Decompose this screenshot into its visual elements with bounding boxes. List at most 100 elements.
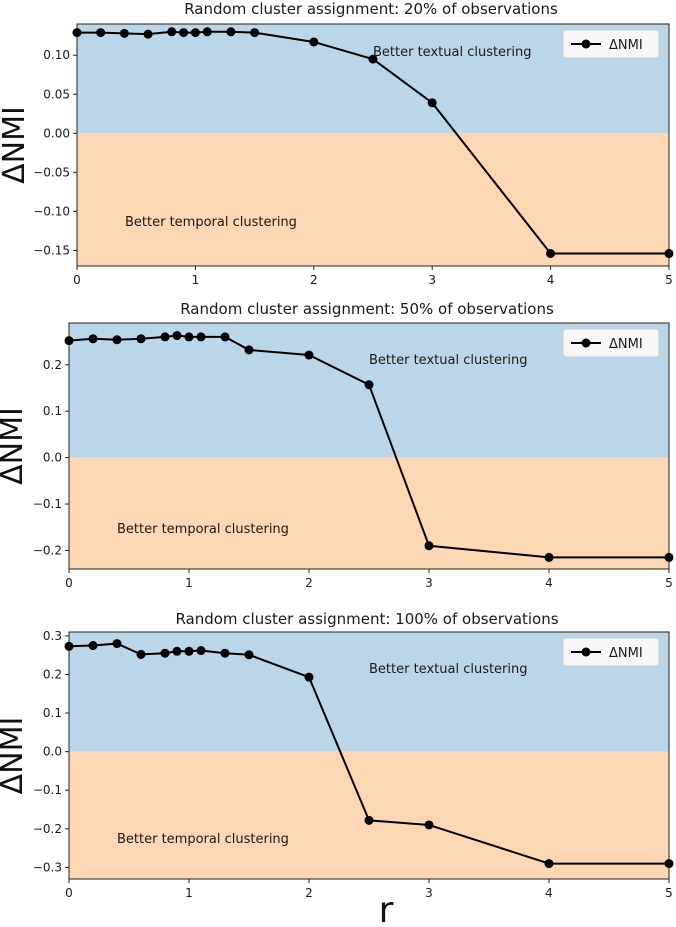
y-axis-label: ΔNMI [0, 717, 30, 795]
data-point [88, 334, 98, 344]
data-point [112, 335, 122, 345]
data-point [226, 27, 236, 37]
legend-label: ΔNMI [609, 38, 643, 53]
axes-frame [68, 322, 670, 570]
data-point [72, 28, 82, 38]
legend: ΔNMI [562, 637, 660, 667]
legend-box [562, 637, 660, 667]
x-tick-label: 0 [73, 273, 81, 287]
y-tick-label: −0.3 [33, 860, 62, 874]
data-point [88, 641, 98, 651]
chart-panel-3: Random cluster assignment: 100% of obser… [0, 610, 674, 900]
data-point [167, 27, 177, 37]
legend-marker [581, 338, 591, 348]
y-tick-label: −0.15 [33, 243, 70, 257]
data-point [664, 859, 674, 869]
y-tick-label: 0.05 [43, 87, 70, 101]
chart-title: Random cluster assignment: 50% of observ… [180, 300, 554, 318]
data-point [184, 332, 194, 342]
data-point [112, 639, 122, 649]
data-point [544, 859, 554, 869]
x-tick-label: 4 [547, 273, 555, 287]
legend: ΔNMI [562, 29, 660, 59]
data-point [220, 648, 230, 658]
data-point [190, 28, 200, 38]
data-point [179, 28, 189, 38]
x-tick-label: 1 [185, 576, 193, 590]
x-tick-label: 5 [665, 273, 673, 287]
data-point [136, 334, 146, 344]
region-label-textual: Better textual clustering [373, 45, 532, 60]
data-point [424, 820, 434, 830]
legend-marker [581, 39, 591, 49]
data-point [172, 646, 182, 656]
data-point [309, 37, 319, 47]
temporal-region [77, 133, 669, 266]
data-point [427, 98, 437, 108]
data-point [364, 380, 374, 390]
region-label-textual: Better textual clustering [369, 662, 528, 677]
x-tick-label: 2 [305, 576, 313, 590]
chart-panel-1: Random cluster assignment: 20% of observ… [0, 0, 674, 287]
x-tick-label: 2 [310, 273, 318, 287]
data-point [304, 350, 314, 360]
y-tick-label: 0.3 [43, 629, 62, 643]
y-tick-label: −0.1 [33, 783, 62, 797]
data-point [64, 336, 74, 346]
legend-label: ΔNMI [609, 646, 643, 661]
data-point [96, 28, 106, 38]
data-point [220, 332, 230, 342]
legend-box [562, 328, 660, 358]
legend-box [562, 29, 660, 59]
y-tick-label: 0.1 [43, 404, 62, 418]
data-point [244, 650, 254, 660]
data-point [119, 28, 129, 38]
x-tick-label: 1 [185, 886, 193, 900]
x-tick-label: 5 [665, 886, 673, 900]
axes-frame [76, 23, 670, 267]
y-tick-label: −0.05 [33, 165, 70, 179]
data-point [664, 249, 674, 259]
x-tick-label: 4 [545, 576, 553, 590]
axes-frame [68, 631, 670, 880]
legend-label: ΔNMI [609, 337, 643, 352]
data-point [196, 332, 206, 342]
chart-title: Random cluster assignment: 20% of observ… [184, 0, 558, 18]
x-axis-label: r [379, 890, 394, 927]
data-point [184, 646, 194, 656]
data-point [202, 27, 212, 37]
data-point [664, 552, 674, 562]
y-axis-label: ΔNMI [0, 407, 30, 485]
y-tick-label: 0.10 [43, 48, 70, 62]
data-point [196, 646, 206, 656]
data-point [160, 332, 170, 342]
x-tick-label: 0 [65, 576, 73, 590]
y-tick-label: −0.10 [33, 204, 70, 218]
data-point [64, 641, 74, 651]
region-label-temporal: Better temporal clustering [117, 522, 289, 537]
region-label-temporal: Better temporal clustering [125, 215, 297, 230]
y-tick-label: −0.2 [33, 543, 62, 557]
data-point [136, 649, 146, 659]
x-tick-label: 0 [65, 886, 73, 900]
data-point [304, 672, 314, 682]
data-point [546, 249, 556, 259]
y-tick-label: −0.2 [33, 822, 62, 836]
region-label-temporal: Better temporal clustering [117, 832, 289, 847]
x-tick-label: 2 [305, 886, 313, 900]
x-tick-label: 3 [425, 576, 433, 590]
y-tick-label: 0.1 [43, 706, 62, 720]
legend: ΔNMI [562, 328, 660, 358]
y-tick-label: 0.0 [43, 451, 62, 465]
y-tick-label: 0.00 [43, 126, 70, 140]
x-tick-label: 5 [665, 576, 673, 590]
y-tick-label: 0.2 [43, 358, 62, 372]
data-point [244, 345, 254, 355]
chart-panel-2: Random cluster assignment: 50% of observ… [0, 300, 674, 590]
data-point [424, 541, 434, 551]
data-point [143, 29, 153, 39]
y-axis-label: ΔNMI [0, 106, 32, 184]
temporal-region [69, 457, 669, 569]
data-point [172, 331, 182, 341]
